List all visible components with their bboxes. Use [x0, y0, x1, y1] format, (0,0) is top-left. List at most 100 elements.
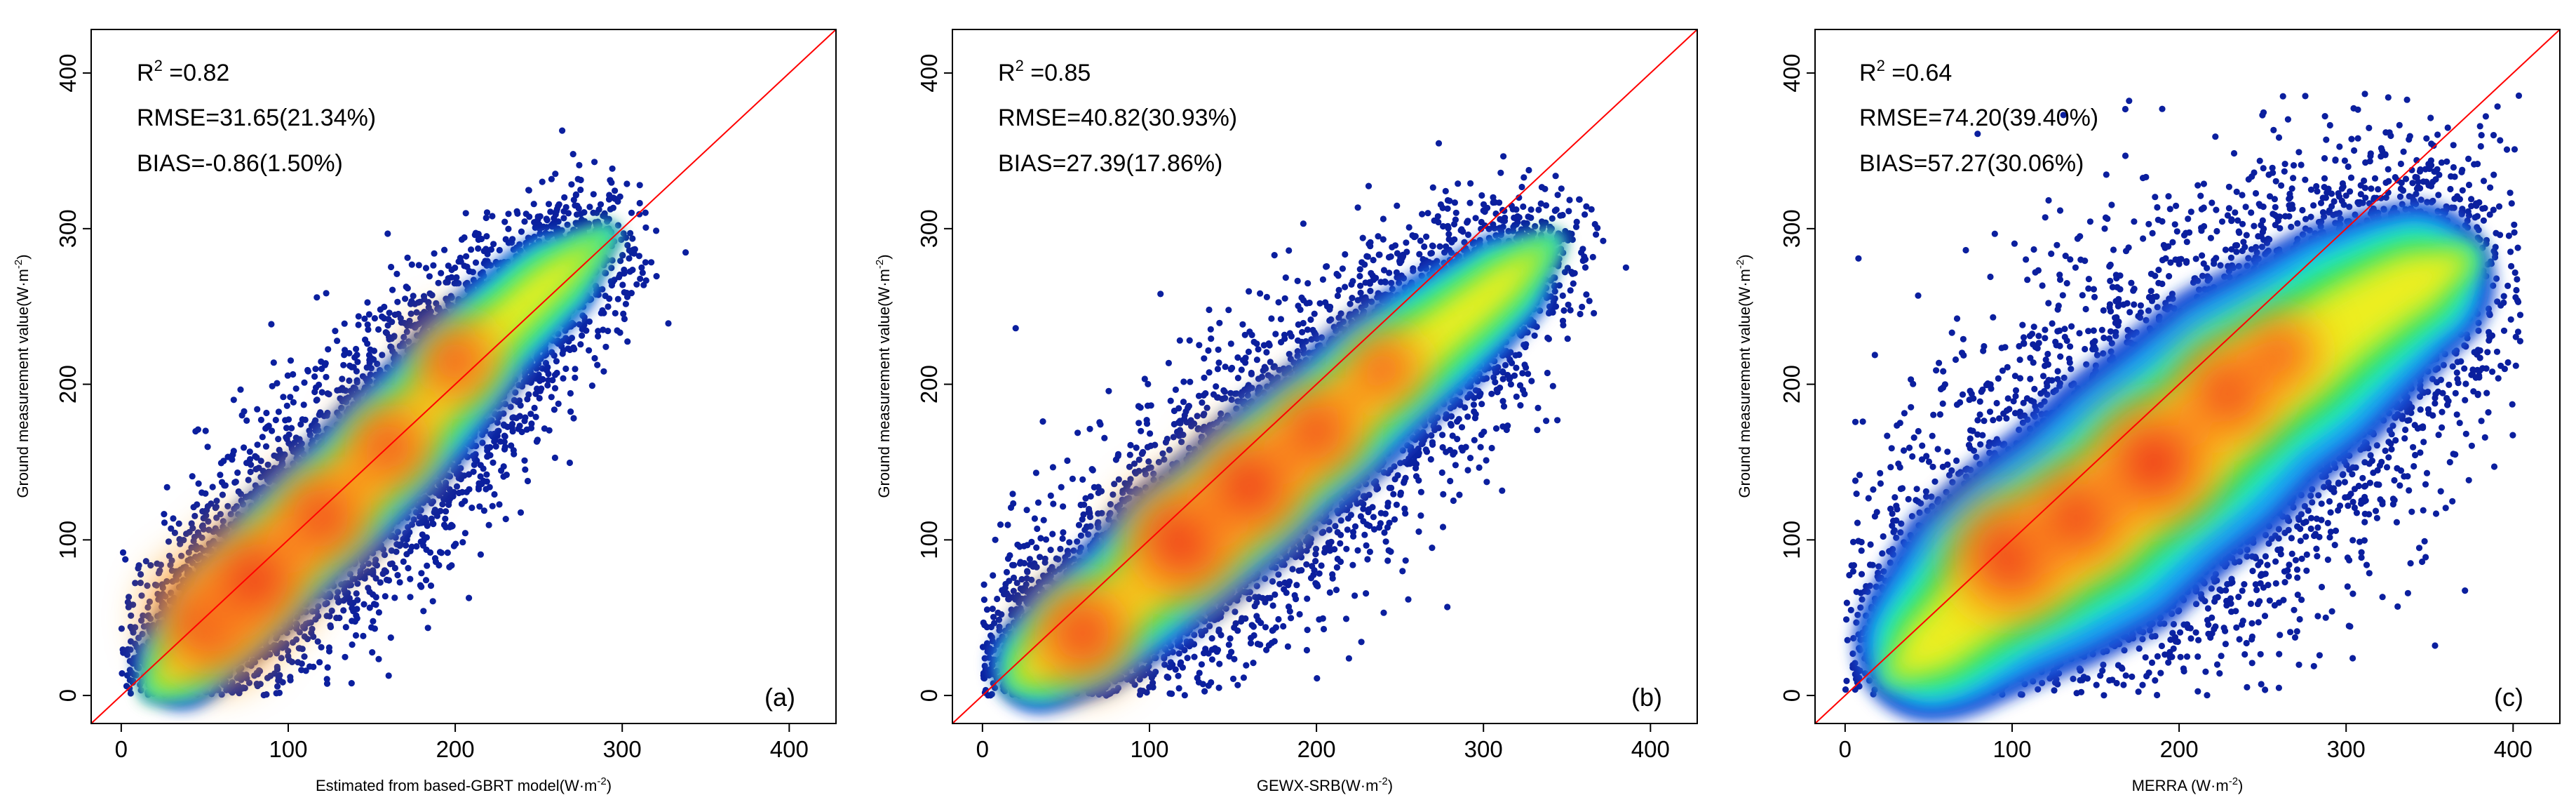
scatter-point: [299, 416, 306, 423]
scatter-point: [353, 590, 360, 597]
scatter-point: [595, 328, 602, 335]
scatter-point: [614, 327, 621, 334]
scatter-point: [274, 380, 281, 387]
scatter-point: [648, 259, 655, 266]
scatter-point: [347, 387, 354, 394]
scatter-point: [254, 406, 261, 413]
scatter-point: [628, 209, 635, 216]
scatter-point: [124, 599, 131, 606]
scatter-point: [263, 409, 270, 417]
scatter-point: [195, 480, 202, 487]
scatter-point: [653, 227, 660, 234]
scatter-point: [189, 525, 196, 532]
scatter-point: [560, 347, 567, 354]
scatter-point: [386, 309, 393, 316]
scatter-point: [241, 408, 248, 415]
scatter-point: [487, 246, 495, 253]
scatter-point: [605, 328, 612, 335]
scatter-point: [278, 655, 285, 662]
scatter-point: [371, 315, 379, 322]
scatter-point: [516, 422, 523, 429]
scatter-point: [402, 542, 410, 549]
scatter-point: [576, 321, 583, 328]
scatter-point: [530, 201, 537, 208]
scatter-point: [205, 518, 212, 525]
scatter-point: [312, 366, 319, 373]
scatter-point: [393, 541, 400, 548]
scatter-point: [501, 439, 508, 446]
scatter-point: [260, 691, 267, 699]
scatter-point: [342, 653, 349, 660]
scatter-point: [377, 306, 384, 313]
scatter-point: [350, 608, 357, 615]
scatter-point: [290, 399, 297, 406]
scatter-point: [213, 498, 220, 505]
scatter-point: [333, 614, 340, 622]
scatter-point: [318, 389, 325, 396]
scatter-point: [353, 352, 360, 359]
scatter-point: [577, 341, 584, 348]
scatter-point: [429, 498, 437, 505]
scatter-point: [276, 689, 283, 697]
scatter-point: [443, 491, 450, 498]
scatter-point: [574, 220, 581, 227]
scatter-point: [483, 214, 490, 222]
scatter-point: [420, 293, 428, 300]
scatter-point: [468, 505, 476, 512]
scatter-point: [428, 515, 436, 522]
scatter-point: [257, 474, 264, 481]
scatter-point: [400, 535, 408, 542]
scatter-point: [636, 211, 643, 218]
scatter-point: [609, 279, 616, 286]
scatter-point: [524, 477, 532, 485]
scatter-point: [259, 434, 266, 441]
scatter-point: [407, 575, 414, 582]
scatter-point: [403, 328, 410, 335]
scatter-point: [551, 406, 558, 413]
scatter-point: [591, 354, 598, 362]
scatter-point: [292, 434, 299, 441]
scatter-point: [372, 594, 379, 601]
scatter-point: [178, 552, 185, 559]
scatter-point: [170, 515, 177, 522]
scatter-point: [586, 204, 593, 211]
scatter-point: [466, 594, 473, 601]
scatter-point: [295, 645, 302, 652]
scatter-point: [229, 451, 236, 458]
scatter-point: [297, 421, 304, 428]
scatter-point: [586, 347, 593, 354]
scatter-point: [128, 612, 135, 619]
scatter-point: [355, 313, 362, 320]
scatter-point: [555, 218, 562, 225]
scatter-point: [567, 346, 574, 354]
scatter-point: [415, 321, 422, 328]
scatter-point: [304, 366, 311, 374]
scatter-point: [237, 491, 245, 498]
scatter-point: [246, 448, 253, 455]
scatter-point: [324, 664, 331, 671]
scatter-point: [165, 538, 173, 545]
scatter-point: [425, 299, 432, 306]
scatter-point: [126, 594, 133, 601]
scatter-point: [274, 663, 281, 671]
scatter-point: [496, 501, 503, 508]
scatter-point: [334, 387, 341, 394]
scatter-point: [379, 571, 386, 578]
scatter-point: [323, 373, 330, 380]
scatter-point: [665, 320, 672, 327]
scatter-point: [323, 676, 330, 683]
scatter-point: [313, 396, 320, 404]
scatter-point: [466, 486, 473, 493]
scatter-point: [430, 262, 437, 269]
scatter-point: [494, 427, 501, 435]
scatter-point: [340, 607, 347, 614]
scatter-point: [365, 326, 372, 333]
scatter-point: [291, 439, 298, 446]
scatter-point: [280, 394, 287, 401]
scatter-point: [224, 502, 231, 510]
scatter-point: [389, 286, 396, 293]
scatter-point: [629, 267, 636, 274]
scatter-point: [448, 491, 455, 498]
scatter-point: [127, 690, 134, 697]
